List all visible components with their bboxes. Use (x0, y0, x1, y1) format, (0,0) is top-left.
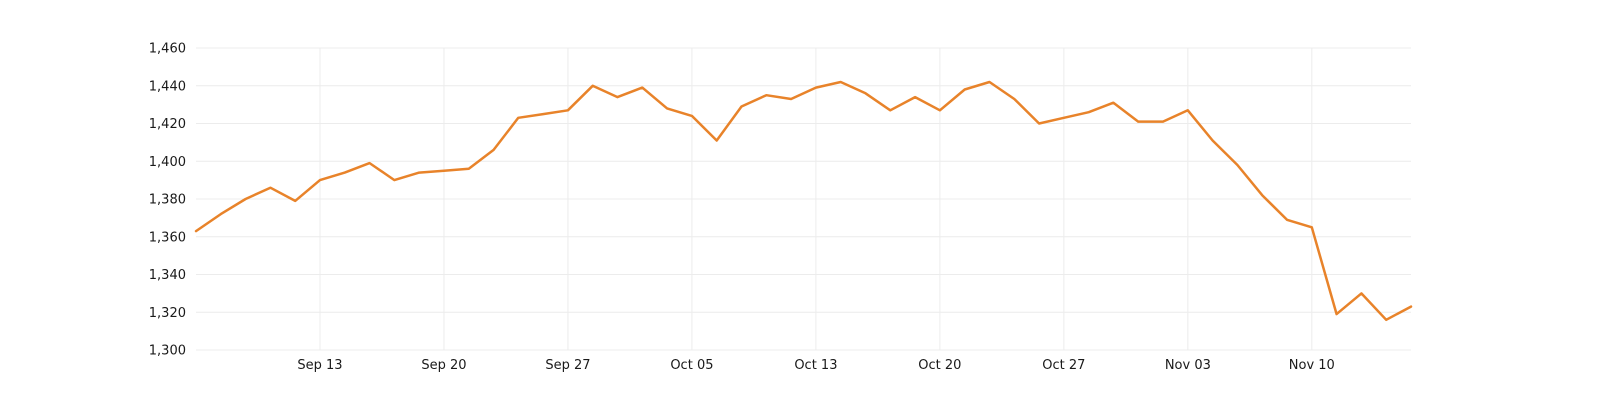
x-tick-label: Oct 20 (918, 358, 961, 373)
y-tick-label: 1,380 (149, 193, 186, 208)
y-tick-label: 1,440 (149, 79, 186, 94)
x-tick-label: Nov 03 (1165, 358, 1211, 373)
y-tick-label: 1,420 (149, 117, 186, 132)
y-tick-label: 1,400 (149, 155, 186, 170)
y-tick-label: 1,460 (149, 42, 186, 57)
x-tick-label: Sep 13 (297, 358, 342, 373)
y-tick-label: 1,360 (149, 230, 186, 245)
x-tick-label: Oct 27 (1042, 358, 1085, 373)
series-group (194, 80, 1413, 322)
y-gridlines (196, 47, 1411, 351)
x-tick-label: Sep 20 (421, 358, 466, 373)
x-tick-label: Nov 10 (1289, 358, 1335, 373)
y-tick-label: 1,320 (149, 306, 186, 321)
series-line (194, 80, 1413, 322)
y-tick-label: 1,300 (149, 344, 186, 359)
y-axis-tick-labels: 1,300 1,320 1,340 1,360 1,380 1,400 1,420 1,440… (149, 42, 186, 359)
x-tick-label: Oct 05 (670, 358, 713, 373)
x-gridlines (319, 48, 1313, 350)
y-tick-label: 1,340 (149, 268, 186, 283)
x-axis-tick-labels: Sep 13 Sep 20 Sep 27 Oct 05 Oct 13 Oct 20 Oct … (297, 358, 1334, 373)
x-tick-label: Oct 13 (794, 358, 837, 373)
x-tick-label: Sep 27 (545, 358, 590, 373)
